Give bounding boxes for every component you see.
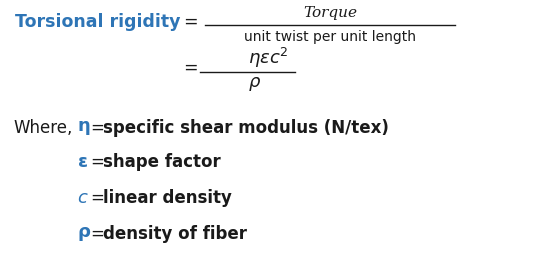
- Text: Where,: Where,: [13, 119, 72, 137]
- Text: =: =: [183, 59, 197, 77]
- Text: =: =: [183, 13, 197, 31]
- Text: $\mathbf{\varepsilon}$: $\mathbf{\varepsilon}$: [77, 153, 88, 171]
- Text: $\mathbf{\eta}$: $\mathbf{\eta}$: [77, 119, 90, 137]
- Text: $\rho$: $\rho$: [248, 75, 261, 93]
- Text: =: =: [90, 119, 104, 137]
- Text: shape factor: shape factor: [103, 153, 221, 171]
- Text: =: =: [90, 189, 104, 207]
- Text: unit twist per unit length: unit twist per unit length: [244, 30, 416, 44]
- Text: $\mathbf{\rho}$: $\mathbf{\rho}$: [77, 225, 91, 243]
- Text: specific shear modulus (N/tex): specific shear modulus (N/tex): [103, 119, 389, 137]
- Text: density of fiber: density of fiber: [103, 225, 247, 243]
- Text: Torsional rigidity: Torsional rigidity: [15, 13, 180, 31]
- Text: $\mathit{c}$: $\mathit{c}$: [77, 189, 88, 207]
- Text: =: =: [90, 225, 104, 243]
- Text: linear density: linear density: [103, 189, 232, 207]
- Text: Torque: Torque: [303, 6, 357, 20]
- Text: $\eta\varepsilon c^{2}$: $\eta\varepsilon c^{2}$: [248, 46, 289, 70]
- Text: =: =: [90, 153, 104, 171]
